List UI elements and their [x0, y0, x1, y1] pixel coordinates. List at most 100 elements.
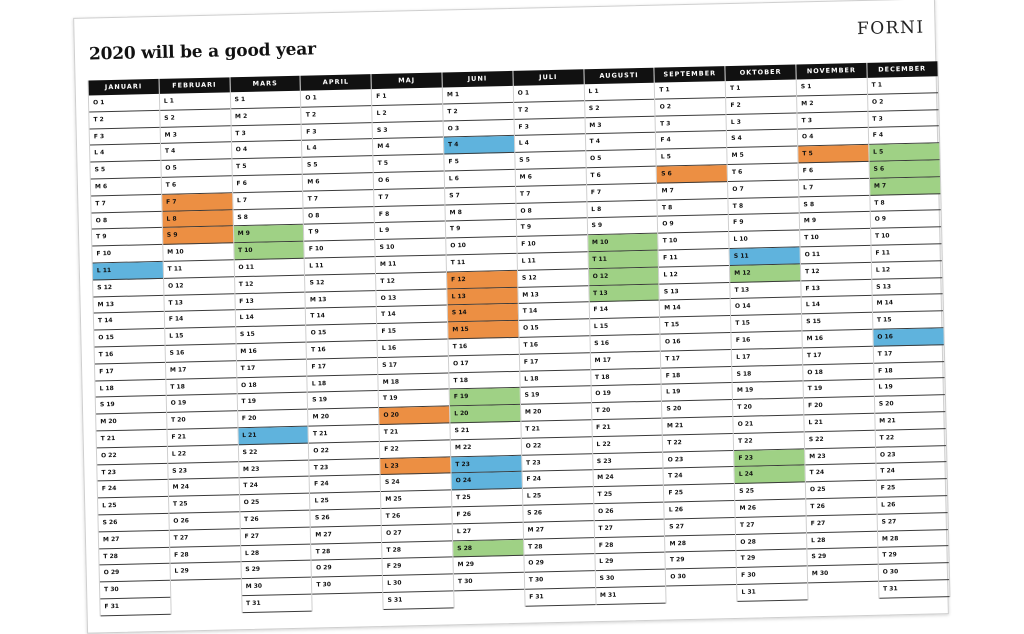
day-cell: O 10 [446, 237, 517, 256]
day-cell: M 14 [660, 299, 731, 318]
day-cell: T 6 [161, 176, 232, 195]
day-cell: T 9 [304, 223, 375, 242]
day-cell: M 13 [518, 285, 589, 305]
day-cell: T 5 [373, 154, 444, 174]
day-cell: T 28 [311, 542, 382, 561]
day-cell: L 25 [522, 487, 593, 506]
day-cell: S 26 [523, 504, 594, 523]
day-cell: T 26 [239, 510, 311, 529]
wall-calendar-poster: 2020 will be a good year FORNI JANUARI O … [73, 0, 951, 634]
day-cell: T 23 [521, 453, 593, 473]
day-cell: T 13 [164, 293, 235, 313]
day-cell-highlighted: O 16 [873, 328, 944, 347]
day-cell: M 23 [238, 460, 309, 479]
day-cell: T 14 [518, 302, 589, 321]
day-cell: S 19 [308, 391, 379, 410]
day-cell: S 8 [799, 195, 870, 214]
day-cell: S 5 [302, 156, 373, 175]
day-cell: L 1 [584, 82, 655, 102]
day-cell: S 12 [305, 273, 376, 293]
day-cell: S 26 [98, 513, 169, 533]
day-cell: M 17 [590, 351, 661, 370]
day-cell: F 18 [873, 361, 945, 381]
day-cell: T 15 [660, 316, 731, 335]
day-cell: F 29 [382, 557, 453, 577]
month-header: APRIL [300, 74, 372, 91]
day-cell: S 2 [584, 99, 655, 118]
day-cell: F 22 [380, 440, 451, 459]
day-cell: T 29 [878, 546, 949, 565]
day-cell: F 18 [661, 366, 732, 385]
day-cell: T 15 [731, 314, 802, 333]
day-cell: T 24 [805, 464, 876, 483]
day-cell: T 16 [306, 341, 378, 360]
day-cell: T 5 [231, 157, 303, 177]
day-cell: F 25 [664, 484, 735, 503]
day-cell: O 22 [521, 436, 592, 456]
day-cell: F 25 [876, 479, 947, 498]
day-cell: F 1 [372, 87, 443, 106]
day-cell: T 3 [868, 109, 939, 129]
day-cell: T 10 [658, 232, 729, 251]
day-cell: L 9 [375, 221, 446, 241]
day-cell: T 3 [231, 124, 302, 143]
day-cell: M 2 [797, 94, 868, 114]
day-cell: S 3 [372, 121, 443, 140]
day-cell: T 12 [376, 272, 447, 291]
day-cell: O 23 [875, 445, 946, 465]
day-cell: L 26 [664, 500, 735, 520]
day-cell-highlighted: M 12 [730, 264, 801, 283]
month-header: AUGUSTI [583, 67, 655, 85]
day-cell: F 3 [514, 117, 585, 137]
day-cell: M 9 [799, 212, 870, 231]
day-cell: O 5 [161, 159, 232, 178]
day-cell: T 6 [727, 163, 798, 182]
day-cell-highlighted: L 24 [734, 465, 805, 485]
day-cell: M 23 [805, 447, 876, 466]
day-cell: L 14 [235, 309, 306, 328]
calendar-title: 2020 will be a good year [88, 39, 317, 65]
day-cell: M 20 [308, 408, 379, 427]
day-cell: M 7 [657, 181, 728, 201]
day-cell: O 26 [169, 512, 240, 531]
day-cell: O 3 [443, 119, 514, 138]
day-cell-highlighted: O 12 [588, 267, 659, 286]
day-cell: T 27 [169, 528, 240, 548]
day-cell: T 17 [661, 349, 732, 369]
day-cell: S 9 [587, 217, 658, 236]
day-cell: T 1 [725, 79, 797, 98]
month-header: SEPTEMBER [654, 66, 725, 83]
day-cell: O 29 [524, 554, 595, 573]
day-cell: T 30 [99, 580, 171, 600]
day-cell: F 11 [658, 249, 730, 268]
day-cell: L 8 [587, 200, 658, 219]
day-cell: T 28 [382, 540, 453, 560]
day-cell: S 1 [230, 90, 301, 110]
day-cell-highlighted: F 23 [734, 448, 805, 468]
day-cell: F 27 [240, 527, 311, 546]
day-cell: T 2 [443, 102, 514, 122]
day-cell: T 29 [736, 549, 807, 569]
day-cell: T 28 [99, 547, 170, 566]
day-cell: O 15 [306, 324, 377, 343]
month-header: DECEMBER [867, 61, 938, 78]
day-cell: M 3 [585, 116, 656, 135]
day-cell: L 3 [726, 113, 797, 132]
day-cell-highlighted: F 12 [446, 270, 518, 289]
day-cell: S 27 [665, 517, 736, 537]
day-cell: S 16 [590, 334, 661, 353]
day-cell: M 19 [732, 381, 803, 401]
day-cell: M 6 [90, 177, 161, 197]
day-cell: M 6 [515, 168, 586, 187]
day-cell-highlighted: T 13 [588, 284, 660, 303]
day-cell: T 7 [515, 185, 587, 204]
day-cell-highlighted: M 7 [869, 177, 940, 196]
day-cell: T 18 [590, 368, 661, 387]
day-cell: T 31 [241, 594, 313, 613]
day-cell: F 10 [92, 245, 163, 264]
day-cell: S 22 [804, 430, 875, 449]
day-cell: T 2 [89, 110, 160, 130]
